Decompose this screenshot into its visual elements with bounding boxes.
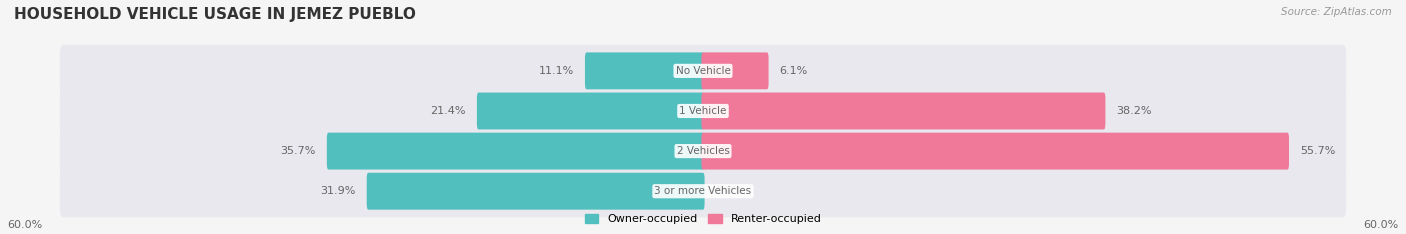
FancyBboxPatch shape <box>60 165 1346 217</box>
Text: 0.0%: 0.0% <box>716 186 744 196</box>
FancyBboxPatch shape <box>326 133 704 170</box>
Text: 60.0%: 60.0% <box>1364 220 1399 230</box>
Legend: Owner-occupied, Renter-occupied: Owner-occupied, Renter-occupied <box>581 209 825 228</box>
Text: 60.0%: 60.0% <box>7 220 42 230</box>
FancyBboxPatch shape <box>60 85 1346 137</box>
Text: 55.7%: 55.7% <box>1301 146 1336 156</box>
FancyBboxPatch shape <box>60 45 1346 97</box>
FancyBboxPatch shape <box>585 52 704 89</box>
Text: 1 Vehicle: 1 Vehicle <box>679 106 727 116</box>
FancyBboxPatch shape <box>367 173 704 210</box>
Text: No Vehicle: No Vehicle <box>675 66 731 76</box>
FancyBboxPatch shape <box>702 92 1105 129</box>
Text: 31.9%: 31.9% <box>321 186 356 196</box>
FancyBboxPatch shape <box>702 133 1289 170</box>
Text: 35.7%: 35.7% <box>280 146 316 156</box>
Text: 11.1%: 11.1% <box>538 66 574 76</box>
Text: 21.4%: 21.4% <box>430 106 465 116</box>
Text: 6.1%: 6.1% <box>779 66 808 76</box>
FancyBboxPatch shape <box>702 52 769 89</box>
Text: 3 or more Vehicles: 3 or more Vehicles <box>654 186 752 196</box>
Text: 38.2%: 38.2% <box>1116 106 1152 116</box>
FancyBboxPatch shape <box>477 92 704 129</box>
Text: HOUSEHOLD VEHICLE USAGE IN JEMEZ PUEBLO: HOUSEHOLD VEHICLE USAGE IN JEMEZ PUEBLO <box>14 7 416 22</box>
FancyBboxPatch shape <box>60 125 1346 177</box>
Text: Source: ZipAtlas.com: Source: ZipAtlas.com <box>1281 7 1392 17</box>
Text: 2 Vehicles: 2 Vehicles <box>676 146 730 156</box>
